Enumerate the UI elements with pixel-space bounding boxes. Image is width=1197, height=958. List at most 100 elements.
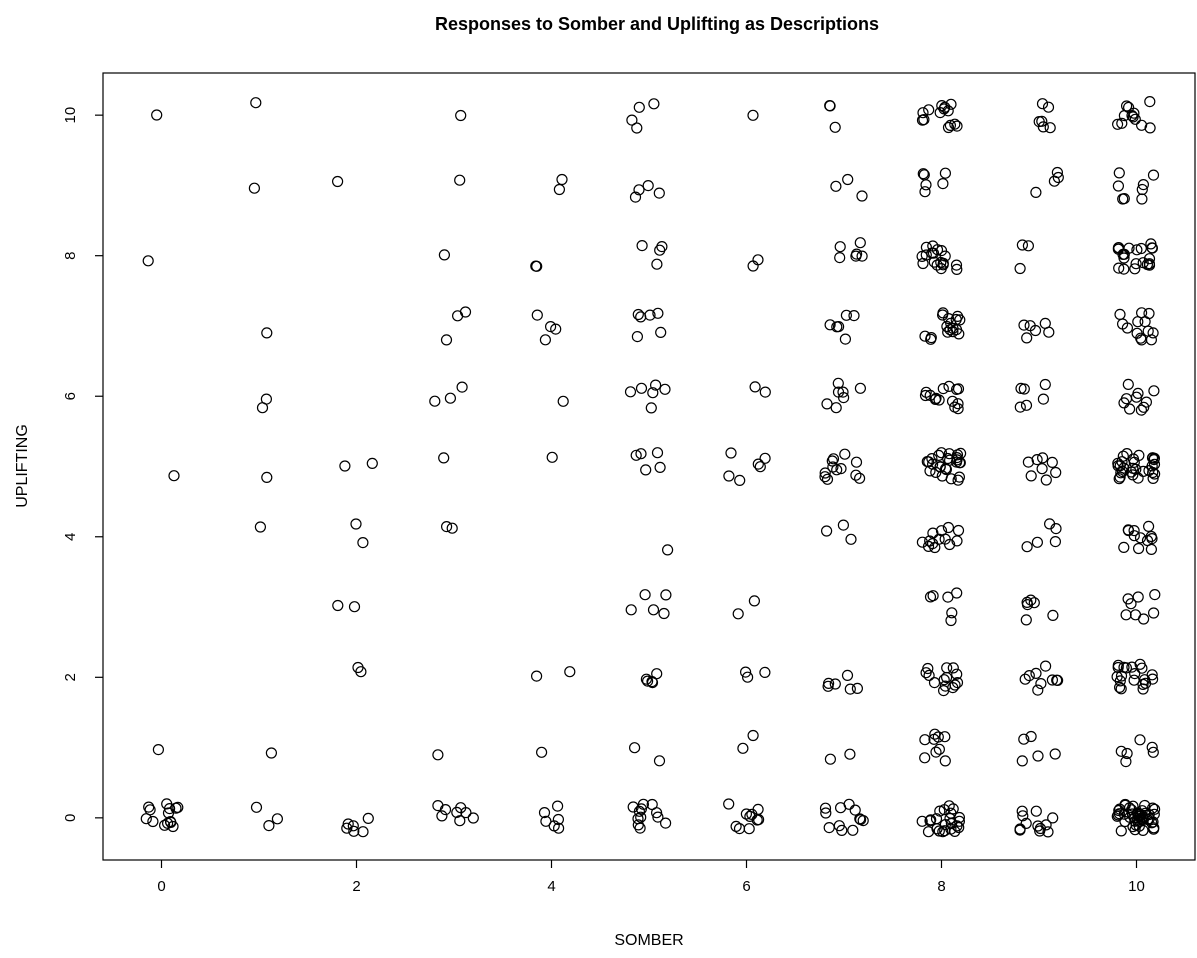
data-point	[1129, 263, 1141, 275]
data-point	[429, 395, 441, 407]
data-point	[645, 402, 657, 414]
data-point	[926, 458, 939, 470]
data-point	[848, 310, 860, 322]
data-point	[1115, 745, 1127, 757]
data-points	[140, 95, 1161, 838]
data-point	[847, 824, 859, 836]
data-point	[1051, 674, 1064, 687]
data-point	[752, 458, 764, 470]
data-point	[1031, 536, 1044, 548]
data-point	[751, 814, 763, 826]
data-point	[829, 121, 841, 133]
data-point	[924, 465, 936, 477]
data-point	[950, 383, 963, 395]
data-point	[953, 821, 965, 834]
data-point	[1036, 115, 1048, 127]
data-point	[1030, 667, 1042, 680]
data-point	[1143, 808, 1155, 821]
data-point	[930, 746, 942, 758]
data-point	[1126, 661, 1138, 673]
data-point	[820, 807, 832, 819]
data-point	[916, 536, 929, 548]
data-point	[1145, 530, 1157, 543]
data-point	[919, 186, 931, 198]
data-point	[1113, 262, 1125, 274]
data-point	[654, 244, 666, 256]
data-point	[944, 119, 957, 132]
data-point	[348, 601, 361, 613]
data-point	[271, 813, 283, 825]
data-point	[1021, 596, 1033, 609]
data-point	[347, 820, 359, 832]
data-point	[730, 820, 742, 833]
data-point	[650, 807, 663, 819]
data-point	[1025, 470, 1037, 482]
data-point	[951, 454, 963, 466]
y-tick-label: 8	[62, 252, 79, 260]
data-point	[759, 452, 771, 464]
data-point	[842, 173, 854, 186]
data-point	[949, 118, 961, 130]
data-point	[831, 321, 843, 333]
data-point	[1039, 378, 1051, 391]
y-tick-label: 10	[62, 107, 79, 124]
data-point	[1037, 393, 1050, 405]
data-point	[946, 395, 959, 407]
data-point	[440, 334, 453, 346]
data-point	[1030, 805, 1042, 817]
data-point	[1123, 403, 1136, 415]
data-point	[830, 402, 842, 414]
data-point	[164, 802, 176, 815]
data-point	[1037, 121, 1049, 133]
data-point	[931, 259, 943, 271]
data-point	[1132, 542, 1145, 555]
data-point	[641, 675, 654, 687]
x-tick-label: 4	[547, 878, 555, 895]
data-point	[1023, 669, 1035, 682]
data-point	[937, 178, 949, 190]
data-point	[451, 806, 463, 819]
data-point	[1039, 317, 1051, 329]
data-point	[1031, 454, 1043, 466]
data-point	[142, 255, 154, 267]
data-point	[1143, 258, 1156, 270]
data-point	[747, 729, 759, 742]
data-point	[737, 742, 749, 754]
data-point	[824, 319, 836, 331]
data-point	[1114, 471, 1126, 483]
data-point	[941, 662, 953, 674]
data-point	[1016, 239, 1029, 251]
data-point	[1133, 449, 1145, 461]
data-point	[939, 167, 952, 179]
data-point	[837, 386, 849, 398]
data-point	[952, 398, 964, 410]
data-point	[531, 260, 543, 272]
data-point	[152, 743, 164, 756]
data-point	[945, 473, 957, 485]
data-point	[854, 382, 867, 394]
data-point	[926, 453, 938, 465]
data-point	[1113, 808, 1126, 820]
data-point	[1134, 532, 1147, 544]
data-point	[939, 755, 951, 767]
y-tick-label: 2	[62, 673, 79, 681]
data-point	[455, 109, 467, 122]
data-point	[632, 308, 644, 321]
data-point	[552, 813, 565, 826]
data-point	[454, 174, 466, 186]
data-point	[917, 168, 929, 180]
data-point	[1122, 378, 1134, 390]
data-point	[942, 521, 955, 534]
data-point	[467, 812, 479, 824]
data-point	[653, 187, 665, 199]
data-point	[928, 256, 940, 268]
data-point	[725, 447, 737, 459]
data-point	[1134, 734, 1146, 746]
data-point	[659, 383, 671, 395]
data-point	[834, 802, 847, 814]
data-point	[953, 471, 966, 483]
data-point	[951, 587, 963, 599]
data-point	[940, 463, 953, 476]
data-point	[1113, 681, 1126, 694]
data-point	[837, 519, 850, 531]
